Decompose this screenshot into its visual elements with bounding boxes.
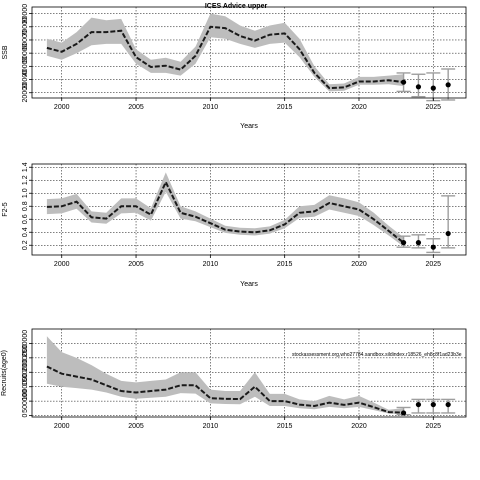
ssb-forecast-point (426, 72, 441, 102)
fbar-forecast-point (411, 234, 426, 249)
ssb-estimate-line (46, 25, 404, 90)
ssb-forecast-point (396, 72, 411, 93)
y-tick-label: 1.2 (22, 175, 29, 185)
y-tick-label: 0.4 (22, 227, 29, 237)
x-tick-label: 2015 (277, 423, 293, 430)
x-tick-label: 2010 (203, 104, 219, 111)
fbar-y-axis-label: F2-5 (2, 202, 9, 217)
forecast-marker (415, 84, 422, 90)
x-tick-label: 2020 (351, 423, 367, 430)
fbar-panel: 2000 2005 2010 2015 2020 2025 0.2 0.4 0.6 0.8 1.0 1… (2, 162, 467, 288)
x-tick-label: 2005 (128, 261, 144, 268)
y-tick-label: 1.4 (22, 162, 29, 172)
fbar-forecast-point (426, 238, 441, 254)
recruitment-forecast-point (426, 398, 441, 414)
x-tick-label: 2025 (426, 423, 442, 430)
y-tick-label: 2000000 (22, 344, 29, 371)
ssb-panel: 2000 2005 2010 2015 2020 2025 2000030000400005… (2, 4, 467, 130)
y-tick-label: 0 (22, 414, 29, 418)
recruitment-y-axis-label: Recruits(age0) (1, 350, 8, 396)
forecast-marker (430, 401, 436, 408)
x-tick-label: 2020 (351, 104, 367, 111)
x-tick-label: 2000 (54, 261, 70, 268)
fbar-forecast-point (396, 235, 411, 248)
forecast-marker (400, 240, 407, 246)
x-tick-label: 2005 (128, 423, 144, 430)
y-tick-label: 40000 (22, 57, 29, 77)
y-tick-label: 50000 (22, 43, 29, 63)
y-tick-label: 0.6 (22, 214, 29, 224)
x-tick-label: 2025 (426, 261, 442, 268)
recruitment-forecast-point (411, 398, 426, 414)
figure-title: ICES Advice upper (205, 3, 268, 10)
ssb-forecast-point (441, 68, 456, 101)
x-tick-label: 2020 (351, 261, 367, 268)
x-tick-label: 2010 (203, 423, 219, 430)
source-annotation: stockassessment.org,who27784.sandbox.sil… (292, 352, 462, 358)
x-tick-label: 2015 (277, 261, 293, 268)
y-tick-label: 20000 (22, 83, 29, 103)
fbar-confidence-band (46, 172, 404, 247)
y-tick-label: 1500000 (22, 359, 29, 386)
recruitment-confidence-band (46, 336, 404, 415)
x-tick-label: 2005 (128, 104, 144, 111)
y-tick-label: 2500000 (22, 330, 29, 357)
y-tick-label: 500000 (22, 389, 29, 412)
x-tick-label: 2000 (54, 423, 70, 430)
y-tick-label: 0.8 (22, 201, 29, 211)
chart-panels: 2000 2005 2010 2015 2020 20252000030000400005… (1, 4, 467, 430)
fbar-plot-frame (31, 163, 467, 256)
x-tick-label: 2000 (54, 104, 70, 111)
recruitment-estimate-line (46, 365, 404, 414)
forecast-marker (445, 230, 451, 237)
y-tick-label: 30000 (22, 70, 29, 90)
recruitment-panel: 2000 2005 2010 2015 2020 2025 0 500000100000015… (1, 328, 467, 430)
x-tick-label: 2015 (277, 104, 293, 111)
y-tick-label: 0.2 (22, 240, 29, 250)
y-tick-label: 60000 (22, 30, 29, 50)
y-tick-label: 1.0 (22, 188, 29, 198)
y-tick-label: 80000 (22, 4, 29, 24)
forecast-marker (415, 401, 422, 408)
fbar-forecast-point (441, 195, 456, 249)
fbar-x-axis-label: Years (240, 281, 258, 288)
ssb-y-axis-label: SSB (2, 45, 9, 59)
recruitment-plot-frame (31, 328, 467, 418)
x-tick-label: 2010 (203, 261, 219, 268)
ssb-plot-frame (31, 6, 467, 99)
x-tick-label: 2025 (426, 104, 442, 111)
fbar-estimate-line (46, 179, 405, 244)
forecast-marker (430, 244, 436, 250)
forecast-marker (430, 85, 436, 91)
recruitment-forecast-point (396, 406, 411, 416)
ssb-x-axis-label: Years (240, 123, 258, 130)
forecast-marker (400, 410, 407, 416)
recruitment-forecast-point (441, 398, 456, 414)
forecast-marker (445, 401, 451, 408)
ssb-forecast-point (411, 73, 426, 98)
forecast-marker (400, 79, 407, 85)
y-tick-label: 1000000 (22, 373, 29, 400)
forecast-marker (415, 240, 422, 246)
y-tick-label: 70000 (22, 17, 29, 37)
forecast-marker (445, 82, 451, 88)
